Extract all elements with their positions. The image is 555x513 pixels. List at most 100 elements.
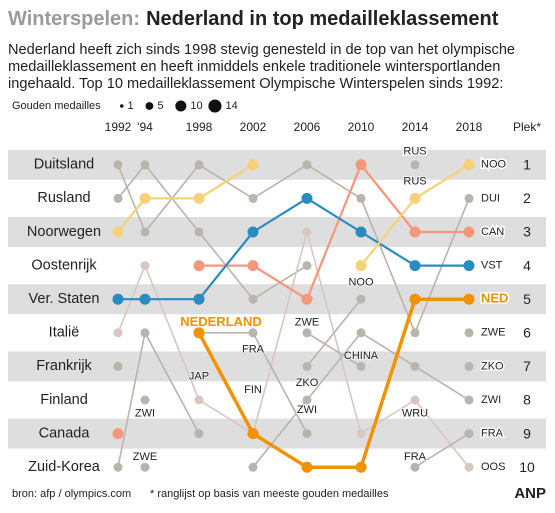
country-label: Rusland	[37, 190, 90, 206]
series-line	[199, 163, 469, 301]
size-legend-dot	[175, 100, 187, 112]
series-dot	[302, 227, 312, 237]
series-end-label: ZWI	[481, 394, 501, 406]
series-dot	[302, 395, 312, 405]
series-dot	[140, 261, 150, 271]
series-dot	[247, 159, 259, 171]
row-stripe	[8, 149, 546, 180]
rank-label: 7	[523, 358, 531, 374]
series-dot	[410, 160, 420, 170]
rank-label: 10	[519, 459, 535, 475]
series-dot	[302, 361, 312, 371]
series-dot	[409, 192, 421, 204]
series-dot	[140, 462, 150, 472]
series-dot	[140, 227, 150, 237]
series-dot	[140, 160, 150, 170]
country-label: Ver. Staten	[29, 291, 100, 307]
series-dot	[410, 361, 420, 371]
series-dot	[193, 327, 205, 339]
series-dot	[355, 260, 367, 272]
series-dot	[139, 293, 151, 305]
country-label: Canada	[39, 425, 91, 441]
series-end-label: CAN	[481, 226, 504, 238]
series-dot	[193, 192, 205, 204]
series-dot	[302, 328, 312, 338]
series-dot	[247, 226, 259, 238]
annotation: RUS	[403, 176, 426, 188]
rank-axis-title: Plek*	[513, 120, 541, 134]
footnote: * ranglijst op basis van meeste gouden m…	[150, 488, 389, 500]
series-dot	[194, 395, 204, 405]
rank-label: 9	[523, 425, 531, 441]
series-dot	[140, 395, 150, 405]
series-dot	[409, 260, 421, 272]
row-stripe	[8, 418, 546, 449]
size-legend-label: 5	[157, 100, 163, 112]
rank-label: 3	[523, 224, 531, 240]
series-end-label: ZWE	[481, 327, 505, 339]
series-end-label: RUS	[403, 146, 426, 158]
annotation: FIN	[244, 384, 262, 396]
series-end-label: FRA	[481, 428, 504, 440]
series-dot	[248, 462, 258, 472]
series-dot	[302, 429, 312, 439]
series-dot	[139, 192, 151, 204]
series-dot	[410, 462, 420, 472]
series-dot	[355, 159, 367, 171]
size-legend-dot	[208, 99, 222, 113]
x-tick-label: 1998	[186, 120, 213, 134]
series-dot	[113, 328, 123, 338]
series-dot	[463, 260, 475, 272]
series-dot	[248, 294, 258, 304]
series-dot	[463, 226, 475, 238]
series-dot	[247, 428, 259, 440]
rank-label: 5	[523, 291, 531, 307]
series-dot	[113, 193, 123, 203]
annotation: ZWI	[135, 407, 155, 419]
chart-title: Winterspelen: Nederland in top medaillekl…	[8, 8, 499, 30]
series-dot	[302, 160, 312, 170]
annotation: FRA	[404, 451, 427, 463]
size-legend-label: 1	[128, 100, 134, 112]
labels-layer: 1 Duitsland 2 Rusland 3 Noorwegen 4 Oostenrijk 5…	[27, 99, 535, 475]
country-label: Duitsland	[34, 157, 94, 173]
series-dot	[302, 261, 312, 271]
series-dot	[463, 159, 475, 171]
series-dot	[301, 461, 313, 473]
series-dot	[410, 395, 420, 405]
series-dot	[247, 260, 259, 272]
source: bron: afp / olympics.com	[12, 488, 131, 500]
grey-layer	[113, 160, 474, 472]
series-dot	[113, 160, 123, 170]
series-dot	[248, 328, 258, 338]
subtitle-line: Nederland heeft zich sinds 1998 stevig g…	[8, 42, 515, 58]
size-legend-label: 10	[190, 100, 202, 112]
annotation: ZWI	[297, 404, 317, 416]
annotation: WRU	[402, 407, 428, 419]
series-dot	[409, 293, 421, 305]
series-dot	[301, 192, 313, 204]
series-dot	[464, 429, 474, 439]
agency-logo: ANP	[514, 485, 546, 502]
series-line	[197, 297, 469, 469]
series-dot	[355, 226, 367, 238]
x-tick-label: 2010	[348, 120, 375, 134]
annotation: FRA	[242, 344, 265, 356]
rank-label: 4	[523, 257, 531, 273]
series-dot	[113, 361, 123, 371]
series-dot	[356, 328, 366, 338]
series-line	[117, 164, 470, 334]
annotation: ZKO	[296, 377, 319, 389]
series-line	[117, 231, 470, 468]
series-dot	[356, 361, 366, 371]
highlight-label: NEDERLAND	[180, 314, 262, 329]
series-dot	[464, 462, 474, 472]
x-tick-label: '94	[137, 120, 153, 134]
series-dot	[194, 429, 204, 439]
size-legend-dot	[120, 104, 124, 108]
series-dot	[193, 293, 205, 305]
series-end-label: NOO	[481, 159, 507, 171]
country-label: Finland	[40, 392, 88, 408]
series-dot	[112, 226, 124, 238]
series-dot	[464, 395, 474, 405]
